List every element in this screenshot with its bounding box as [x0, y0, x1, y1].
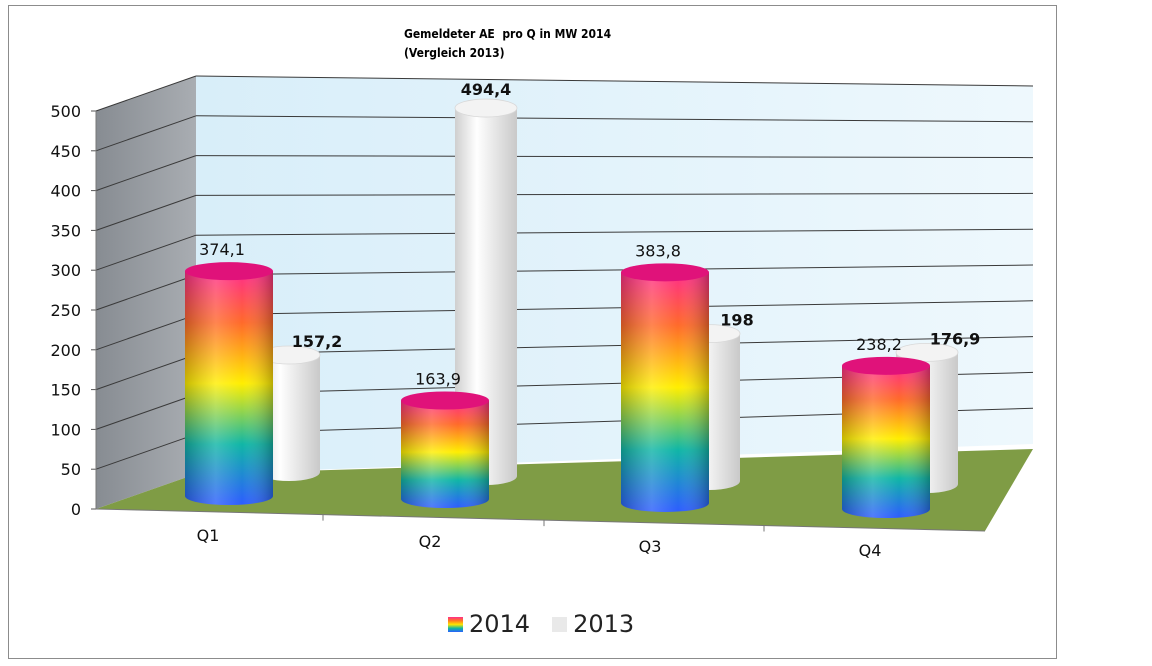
y-tick-label: 200 [50, 341, 81, 360]
y-tick-label: 0 [71, 500, 81, 519]
data-label-2014-Q4: 238,2 [856, 335, 902, 354]
bars [185, 98, 959, 518]
data-label-2013-Q2: 494,4 [461, 80, 512, 99]
data-label-2013-Q4: 176,9 [930, 329, 981, 348]
legend-item-2013: 2013 [552, 610, 634, 638]
gridline-back [195, 192, 1034, 196]
y-tick-label: 250 [50, 301, 81, 320]
axes: 0 50 100 150 200 250 300 350 400 450 500 Q1 Q2 Q3 Q4 [50, 102, 986, 560]
bar-2014-Q2 [401, 391, 489, 508]
gridline-side [95, 354, 197, 391]
y-tick-label: 400 [50, 182, 81, 201]
chart-title-block: Gemeldeter AE pro Q in MW 2014 (Vergleic… [404, 25, 611, 63]
bar-2014-Q2-top [401, 391, 489, 410]
gridline-side [95, 314, 197, 351]
chart-walls [96, 76, 1033, 531]
bar-2014-Q3-shade [621, 272, 709, 512]
bar-2013-Q1 [257, 345, 321, 481]
bar-2013-Q2 [454, 98, 518, 486]
y-tick-label: 350 [50, 221, 81, 240]
gridline-side [95, 75, 197, 112]
y-tick-label: 150 [50, 381, 81, 400]
gridline-back [195, 155, 1034, 159]
legend-label-2014: 2014 [469, 610, 531, 638]
x-tick-label: Q4 [859, 541, 882, 560]
bar-2013-Q2-body [455, 108, 517, 486]
data-labels: 157,2 494,4 198 176,9 374,1 163,9 383,8 238,2 [199, 80, 980, 388]
bar-2014-Q3 [621, 263, 709, 512]
gridline-back [195, 300, 1034, 316]
chart-title: Gemeldeter AE pro Q in MW 2014 [404, 27, 612, 41]
bar-2014-Q1-top [185, 262, 273, 281]
gridline-side [95, 115, 197, 152]
gridline-side [95, 234, 197, 271]
bar-2014-Q4-shade [842, 365, 930, 518]
y-tick-label: 450 [50, 142, 81, 161]
gridline-back [195, 336, 1034, 356]
floor [96, 449, 1033, 531]
bar-2014-Q4 [842, 356, 930, 518]
y-tick-label: 500 [50, 102, 81, 121]
legend-swatch-2014 [448, 616, 463, 632]
gridline-back [195, 75, 1034, 87]
bar-2014-Q1-shade [185, 271, 273, 505]
y-tick-label: 50 [61, 460, 81, 479]
gridline-side [95, 194, 197, 231]
y-tick-label: 300 [50, 261, 81, 280]
gridline-side [95, 274, 197, 311]
y-tick-label: 100 [50, 420, 81, 439]
bar-2014-Q4-top [842, 356, 930, 375]
data-label-2014-Q1: 374,1 [199, 240, 245, 259]
back-wall [196, 76, 1033, 474]
bar-2013-Q4-top [895, 342, 959, 362]
data-label-2013-Q3: 198 [720, 311, 753, 330]
data-label-2014-Q2: 163,9 [415, 369, 461, 388]
bar-2013-Q2-top [454, 98, 518, 118]
data-label-2013-Q1: 157,2 [292, 332, 343, 351]
legend-swatch-2013 [552, 616, 568, 632]
gridline-back [195, 264, 1034, 276]
x-tick-label: Q3 [639, 537, 662, 556]
gridline-side [95, 155, 197, 192]
bar-2013-Q1-body [258, 355, 320, 481]
gridline-back [195, 115, 1034, 123]
x-tick-label: Q1 [197, 526, 220, 545]
gridline-side [95, 393, 197, 430]
chart-subtitle: (Vergleich 2013) [404, 46, 505, 60]
legend-item-2014: 2014 [448, 610, 530, 638]
legend-label-2013: 2013 [573, 610, 635, 638]
x-tick-label: Q2 [419, 532, 442, 551]
data-label-2014-Q3: 383,8 [635, 241, 681, 260]
bar-2014-Q3-top [621, 263, 709, 282]
bar-2014-Q2-shade [401, 400, 489, 508]
x-axis-line [95, 508, 986, 532]
bar-2014-Q1 [185, 262, 273, 505]
legend: 2014 2013 [448, 610, 656, 638]
gridline-back [195, 228, 1034, 236]
gridline-side [95, 433, 197, 470]
